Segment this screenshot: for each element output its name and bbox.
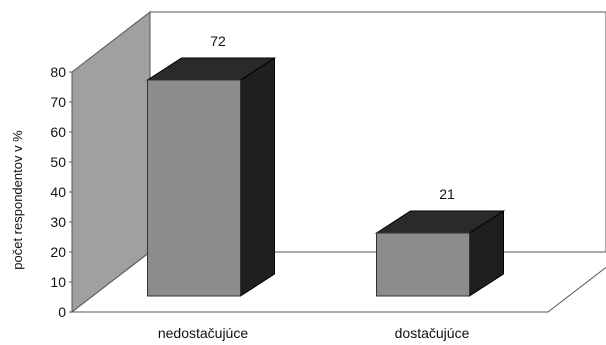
- data-label: 72: [210, 33, 226, 49]
- y-tick-label: 60: [50, 124, 66, 140]
- y-tick-label: 20: [50, 244, 66, 260]
- y-tick-label: 0: [58, 304, 66, 320]
- y-tick-label: 50: [50, 154, 66, 170]
- y-tick-label: 80: [50, 64, 66, 80]
- category-label: dostačujúce: [395, 325, 470, 341]
- category-labels: nedostačujúce dostačujúce: [158, 325, 470, 341]
- bar-front: [147, 79, 241, 297]
- bar-side: [240, 57, 275, 297]
- bars: 72 21: [145, 33, 506, 297]
- y-tick-label: 30: [50, 214, 66, 230]
- bar-front: [376, 232, 470, 297]
- y-tick-label: 40: [50, 184, 66, 200]
- bar: 21: [374, 186, 506, 297]
- y-axis-ticks: 0 10 20 30 40 50 60 70 80: [50, 64, 72, 320]
- bar: 72: [145, 33, 277, 297]
- y-axis-label: počet respondentov v %: [10, 130, 25, 270]
- y-tick-label: 10: [50, 274, 66, 290]
- y-tick-label: 70: [50, 94, 66, 110]
- data-label: 21: [439, 186, 455, 202]
- category-label: nedostačujúce: [158, 325, 249, 341]
